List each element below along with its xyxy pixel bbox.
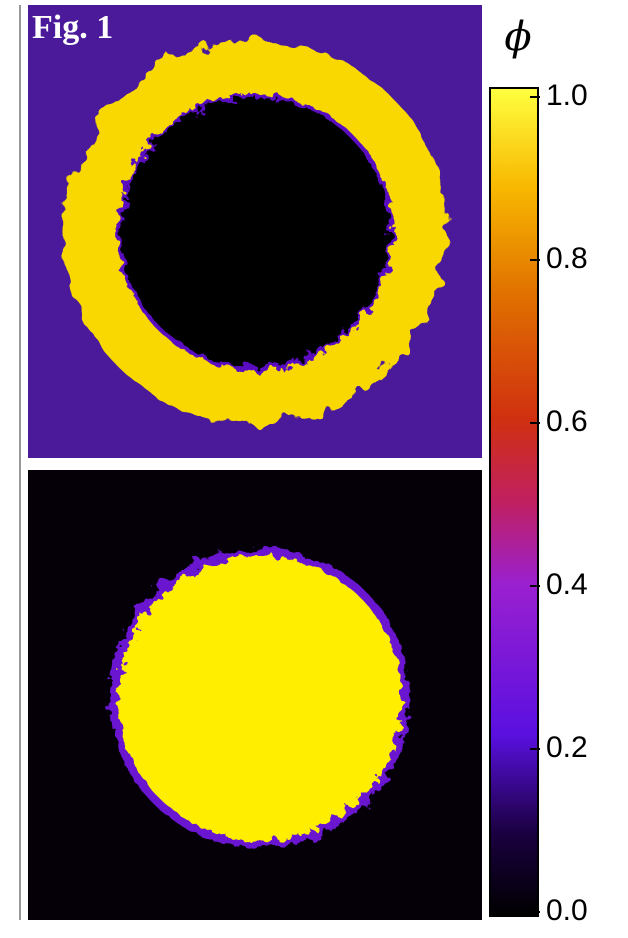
colorbar-label: ϕ	[504, 14, 531, 60]
core	[117, 94, 393, 370]
tick-label: 0.0	[546, 894, 588, 927]
colorbar-gradient	[489, 87, 539, 917]
droplet	[110, 548, 410, 848]
bottom-panel	[28, 470, 482, 920]
tick-label: 0.4	[546, 568, 588, 601]
tick-label: 1.0	[546, 79, 588, 112]
colorbar: ϕ	[489, 14, 539, 917]
tick-label: 0.2	[546, 731, 588, 764]
figure-label: Fig. 1	[32, 9, 113, 46]
tick-label: 0.8	[546, 242, 588, 275]
tick-label: 0.6	[546, 405, 588, 438]
top-panel: Fig. 1	[28, 5, 482, 458]
